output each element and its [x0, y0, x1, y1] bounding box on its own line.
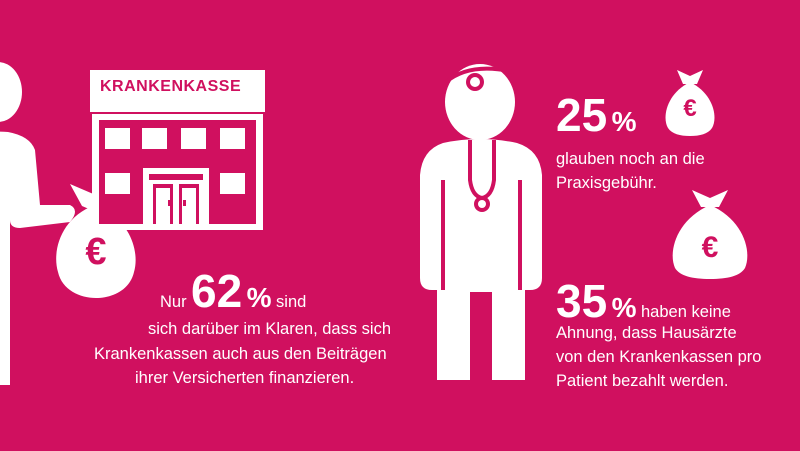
stat-25-line2: Praxisgebühr. [556, 174, 657, 192]
euro-icon: € [85, 231, 107, 273]
stat-35-line3: von den Krankenkassen pro [556, 348, 762, 366]
stat-62-line1: Nur 62 % sind [160, 268, 306, 314]
stat-25-unit: % [611, 106, 637, 137]
stat-35-value: 35 [556, 275, 608, 327]
euro-icon: € [701, 231, 719, 264]
stat-62-line2: sich darüber im Klaren, dass sich [148, 320, 392, 338]
stat-25-line1: glauben noch an die [556, 150, 705, 168]
stat-35-after: haben keine [640, 303, 731, 321]
money-bag-icon [665, 70, 715, 136]
stat-35-unit: % [611, 292, 637, 323]
stat-62-line4: ihrer Versicherten finanzieren. [135, 369, 355, 387]
stat-35-line4: Patient bezahlt werden. [556, 372, 729, 390]
doctor-icon [420, 64, 542, 380]
euro-icon: € [683, 95, 697, 122]
stat-62-line3: Krankenkassen auch aus den Beiträgen [94, 345, 387, 363]
stat-35-line2: Ahnung, dass Hausärzte [556, 324, 737, 342]
stat-62-value: 62 [191, 265, 243, 317]
stat-62-after: sind [276, 293, 307, 311]
money-bag-icon [672, 190, 748, 279]
stat-25-heading: 25 % [556, 92, 637, 138]
person-icon [0, 62, 75, 385]
stat-25-value: 25 [556, 89, 608, 141]
stat-62-unit: % [246, 282, 272, 313]
building-sign: KRANKENKASSE [100, 78, 242, 95]
stat-35-line1: 35 % haben keine [556, 278, 731, 324]
stat-62-prefix: Nur [160, 293, 187, 311]
building-icon [90, 70, 265, 230]
